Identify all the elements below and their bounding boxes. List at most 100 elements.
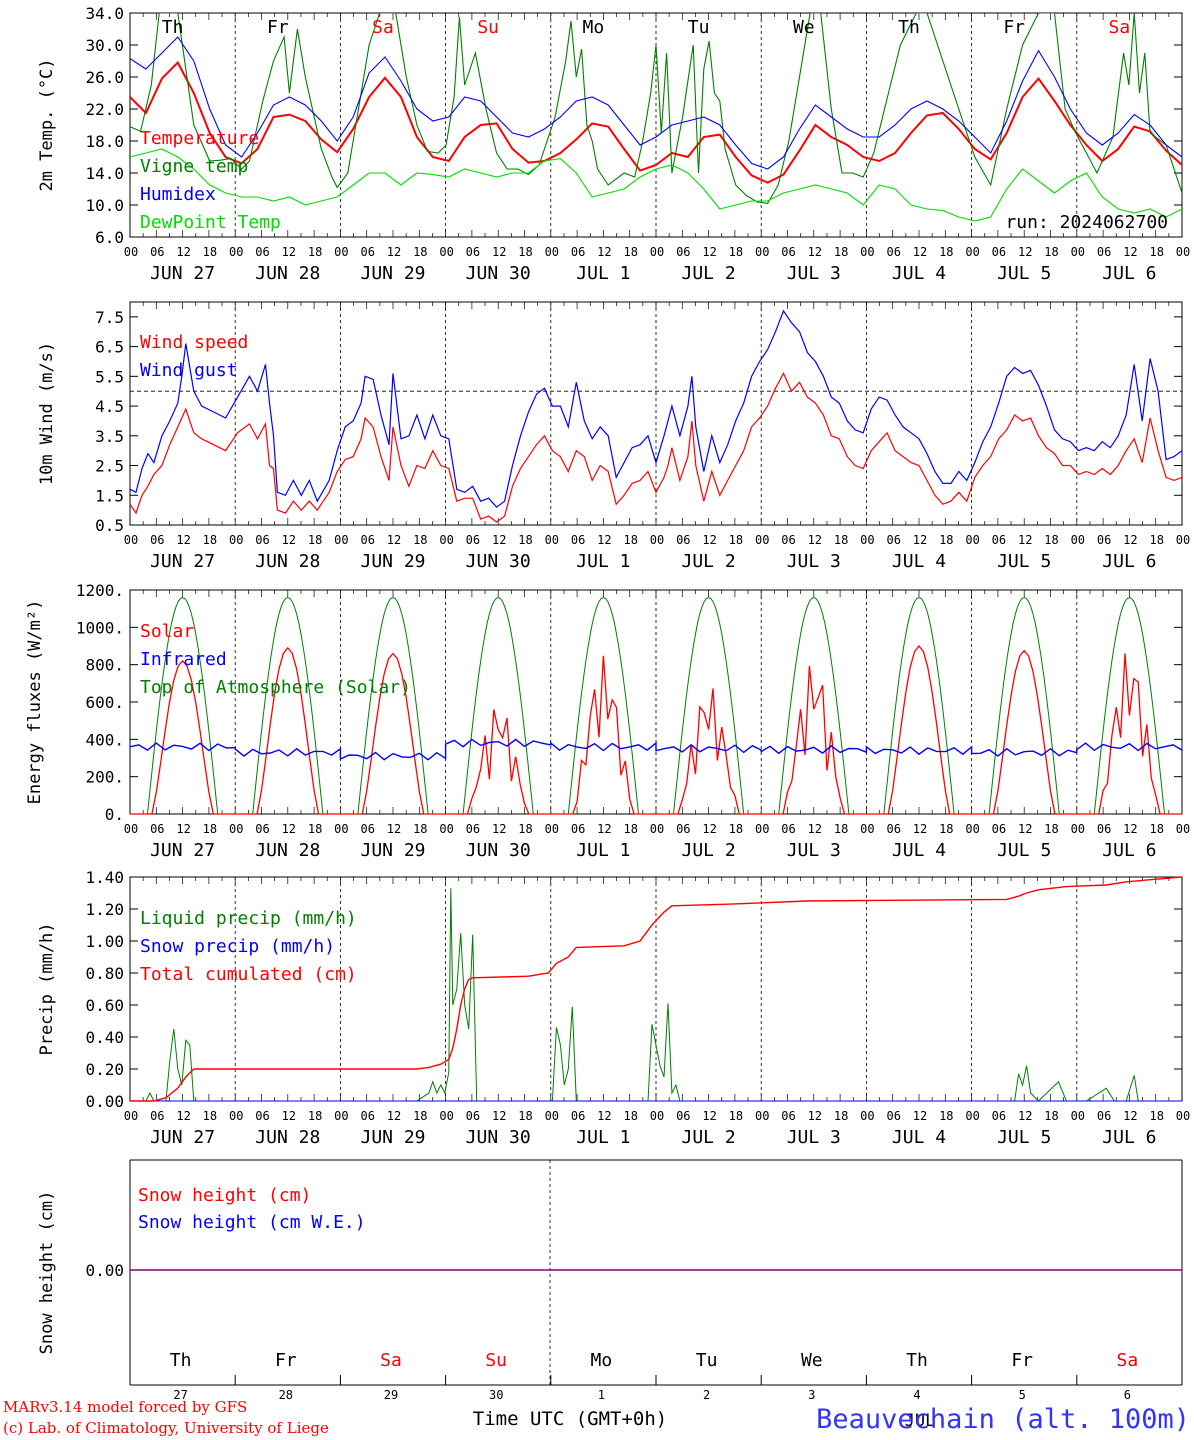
date-label: JUL 5: [997, 840, 1051, 861]
y-tick-label: 0.: [105, 805, 124, 824]
hour-tick-label: 00: [1071, 533, 1085, 547]
y-tick-label: 10.0: [85, 196, 124, 215]
date-label: JUN 30: [466, 840, 531, 861]
hour-tick-label: 18: [834, 533, 848, 547]
hour-tick-label: 00: [755, 245, 769, 259]
hour-tick-label: 18: [413, 533, 427, 547]
hour-tick-label: 12: [1018, 245, 1032, 259]
date-label: JUL 2: [682, 551, 736, 572]
hour-tick-label: 06: [255, 245, 269, 259]
hour-tick-label: 12: [808, 822, 822, 836]
day-number: 4: [913, 1388, 920, 1402]
hour-tick-label: 00: [650, 822, 664, 836]
weekday-label: Mo: [583, 17, 605, 38]
day-number: 5: [1019, 1388, 1026, 1402]
legend-entry: Vigne temp: [140, 156, 248, 177]
weekday-label: Sa: [1109, 17, 1131, 38]
hour-tick-label: 18: [623, 1109, 637, 1123]
hour-tick-label: 18: [834, 245, 848, 259]
hour-tick-label: 18: [518, 533, 532, 547]
hour-tick-label: 18: [308, 245, 322, 259]
hour-tick-label: 00: [229, 245, 243, 259]
weekday-label: We: [793, 17, 815, 38]
hour-tick-label: 00: [965, 533, 979, 547]
hour-tick-label: 18: [413, 245, 427, 259]
y-tick-label: 400.: [85, 730, 124, 749]
model-credit: MARv3.14 model forced by GFS: [3, 1398, 248, 1416]
date-label: JUN 28: [255, 263, 320, 284]
hour-tick-label: 18: [203, 822, 217, 836]
hour-tick-label: 00: [124, 822, 138, 836]
hour-tick-label: 00: [229, 533, 243, 547]
date-label: JUL 1: [576, 263, 630, 284]
hour-tick-label: 18: [729, 1109, 743, 1123]
hour-tick-label: 06: [255, 822, 269, 836]
hour-tick-label: 06: [676, 245, 690, 259]
hour-tick-label: 12: [282, 245, 296, 259]
date-label: JUN 27: [150, 263, 215, 284]
hour-tick-label: 18: [1149, 533, 1163, 547]
hour-tick-label: 06: [781, 1109, 795, 1123]
date-label: JUN 29: [360, 263, 425, 284]
date-label: JUL 6: [1102, 551, 1156, 572]
hour-tick-label: 18: [1044, 533, 1058, 547]
panel-5: 0.00 Snow height (cm) Snow height (cm) Snow…: [37, 1159, 1190, 1435]
hour-tick-label: 12: [282, 1109, 296, 1123]
date-label: JUL 5: [997, 551, 1051, 572]
weekday-label: Fr: [1011, 1350, 1033, 1371]
y-tick-label: 1.40: [85, 868, 124, 887]
y-tick-label: 600.: [85, 693, 124, 712]
hour-tick-label: 18: [518, 1109, 532, 1123]
series-dewpoint-temp: [130, 148, 1182, 222]
series-humidex: [130, 36, 1182, 170]
hour-tick-label: 12: [808, 245, 822, 259]
weekday-label: Fr: [1003, 17, 1025, 38]
weekday-label: Sa: [372, 17, 394, 38]
y-tick-label: 7.5: [95, 308, 124, 327]
hour-tick-label: 00: [650, 533, 664, 547]
hour-tick-label: 06: [466, 822, 480, 836]
date-label: JUL 6: [1102, 840, 1156, 861]
date-label: JUN 27: [150, 1127, 215, 1148]
legend-entry: Humidex: [140, 184, 216, 205]
hour-tick-label: 00: [439, 1109, 453, 1123]
date-label: JUL 4: [892, 1127, 946, 1148]
hour-tick-label: 18: [413, 822, 427, 836]
series-infrared: [129, 738, 1183, 761]
hour-tick-label: 12: [597, 822, 611, 836]
series-group: [130, 13, 1182, 222]
hour-tick-label: 12: [597, 245, 611, 259]
date-label: JUN 29: [360, 1127, 425, 1148]
hour-tick-label: 00: [439, 822, 453, 836]
hour-tick-label: 00: [545, 1109, 559, 1123]
hour-tick-label: 00: [1176, 1109, 1190, 1123]
hour-tick-label: 06: [571, 245, 585, 259]
date-label: JUN 28: [255, 1127, 320, 1148]
y-axis-label: 10m Wind (m/s): [37, 342, 57, 485]
legend-entry: Infrared: [140, 649, 227, 670]
y-tick-label: 200.: [85, 768, 124, 787]
hour-tick-label: 12: [492, 822, 506, 836]
date-label: JUL 2: [682, 840, 736, 861]
series-liquid-precip: [130, 888, 1139, 1102]
y-tick-label: 0.00: [85, 1261, 124, 1280]
hour-tick-label: 06: [886, 245, 900, 259]
y-tick-label: 1000.: [76, 618, 124, 637]
y-tick-label: 14.0: [85, 164, 124, 183]
hour-tick-label: 06: [571, 822, 585, 836]
hour-tick-label: 00: [755, 822, 769, 836]
hour-tick-label: 12: [913, 533, 927, 547]
y-tick-label: 0.40: [85, 1028, 124, 1047]
hour-tick-label: 12: [913, 822, 927, 836]
date-label: JUN 29: [360, 551, 425, 572]
hour-tick-label: 18: [518, 245, 532, 259]
hour-tick-label: 18: [308, 822, 322, 836]
y-axis-label: Energy fluxes (W/m²): [25, 600, 45, 805]
day-number: 30: [489, 1388, 503, 1402]
legend-entry: Solar: [140, 621, 194, 642]
hour-tick-label: 18: [1044, 245, 1058, 259]
date-label: JUL 1: [576, 551, 630, 572]
series-vigne-temp: [130, 13, 1182, 204]
legend-entry: Snow height (cm W.E.): [138, 1212, 366, 1233]
hour-tick-label: 18: [1149, 1109, 1163, 1123]
